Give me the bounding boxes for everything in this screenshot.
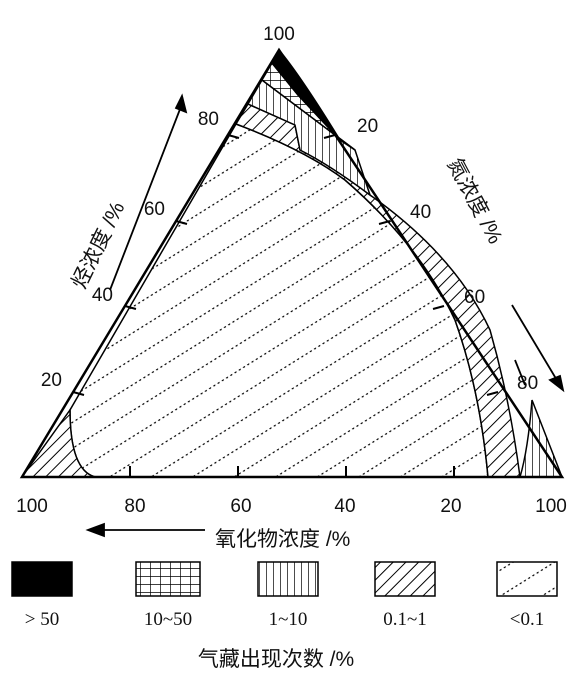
- legend-label-1-10: 1~10: [269, 609, 308, 630]
- legend-label-10-50: 10~50: [144, 609, 192, 630]
- oxide-tick-100-left: 100: [16, 496, 48, 517]
- nitrogen-tick-60: 60: [464, 287, 485, 308]
- nitrogen-tick-40: 40: [410, 202, 431, 223]
- legend-title: 气藏出现次数 /%: [198, 648, 354, 671]
- hydrocarbon-tick-20: 20: [41, 370, 62, 391]
- hydrocarbon-tick-60: 60: [144, 199, 165, 220]
- legend-swatch-grid: [136, 562, 200, 596]
- legend-swatch-solid: [12, 562, 72, 596]
- oxide-tick-20: 20: [440, 496, 461, 517]
- nitrogen-axis-title: 氮浓度 /%: [443, 155, 507, 248]
- legend-label-lt0.1: <0.1: [510, 609, 544, 630]
- nitrogen-tick-20: 20: [357, 116, 378, 137]
- oxide-tick-80: 80: [124, 496, 145, 517]
- oxide-tick-40: 40: [334, 496, 355, 517]
- nitrogen-tick-80: 80: [517, 373, 538, 394]
- legend-label-0.1-1: 0.1~1: [383, 609, 427, 630]
- oxide-tick-100-right: 100: [535, 496, 567, 517]
- legend-label-gt50: > 50: [25, 609, 59, 630]
- hydrocarbon-tick-80: 80: [198, 109, 219, 130]
- legend-swatch-hatch: [375, 562, 435, 596]
- hydrocarbon-axis-title: 烃浓度 /%: [68, 198, 130, 292]
- top-tick-label: 100: [263, 24, 295, 45]
- legend-swatch-dotted: [497, 562, 557, 596]
- oxide-tick-60: 60: [230, 496, 251, 517]
- zone-dotted-lt-0.1: [70, 124, 488, 477]
- legend-swatch-vertical: [258, 562, 318, 596]
- oxide-axis-title: 氧化物浓度 /%: [215, 528, 350, 551]
